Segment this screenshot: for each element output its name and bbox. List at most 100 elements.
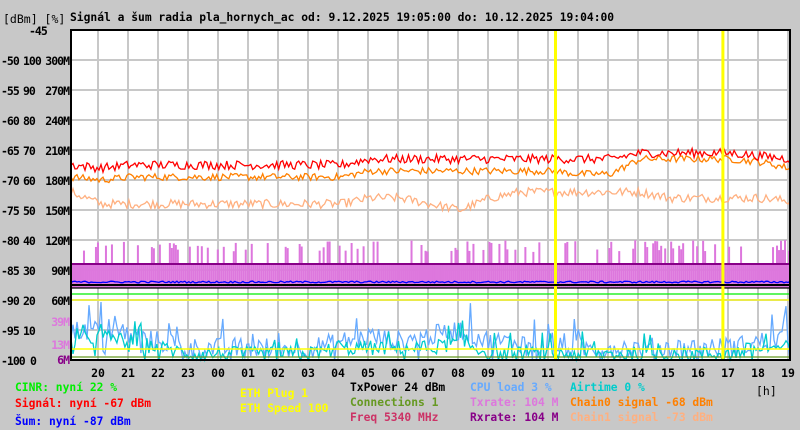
series-txrate-bar	[374, 264, 377, 288]
series-txrate-bar	[444, 264, 447, 288]
x-tick-label: 14	[631, 366, 645, 380]
series-txrate-bar	[550, 264, 553, 288]
series-txrate-bar	[534, 264, 537, 288]
series-txrate-bar	[680, 249, 683, 288]
series-txrate-bar	[118, 264, 121, 288]
series-txrate-bar	[540, 264, 543, 288]
series-txrate-bar	[116, 264, 119, 288]
series-txrate-bar	[198, 264, 201, 288]
series-txrate-bar	[430, 264, 433, 288]
series-txrate-bar	[766, 264, 769, 288]
series-txrate-bar	[716, 264, 719, 288]
series-txrate-bar	[76, 264, 79, 288]
series-txrate-bar	[406, 264, 409, 288]
series-txrate-bar	[336, 264, 339, 288]
x-tick-label: 03	[301, 366, 315, 380]
series-txrate-bar	[572, 264, 575, 288]
series-txrate-bar	[276, 264, 279, 288]
series-txrate-bar	[416, 264, 419, 288]
y-tick-rate-extra: 6M	[57, 353, 70, 367]
series-txrate-bar	[476, 264, 479, 288]
series-txrate-bar	[516, 264, 519, 288]
series-txrate-bar	[294, 264, 297, 288]
series-txrate-bar	[316, 264, 319, 288]
series-txrate-bar	[648, 264, 651, 288]
legend-rxrate: Rxrate: 104 M	[470, 411, 559, 424]
series-txrate-bar	[334, 264, 337, 288]
series-txrate-bar	[400, 264, 403, 288]
series-txrate-bar	[288, 264, 291, 288]
series-txrate-bar	[344, 250, 347, 288]
series-txrate-bar	[158, 244, 161, 288]
series-txrate-bar	[172, 243, 175, 288]
series-txrate-bar	[218, 264, 221, 288]
series-txrate-bar	[104, 245, 107, 288]
series-txrate-bar	[756, 264, 759, 288]
x-axis-label: [h]	[756, 384, 777, 398]
series-txrate-bar	[98, 264, 101, 288]
series-txrate-bar	[274, 264, 277, 288]
series-txrate-bar	[662, 264, 665, 288]
series-txrate-bar	[568, 264, 571, 288]
series-txrate-bar	[378, 264, 381, 288]
series-txrate-bar	[196, 245, 199, 288]
series-txrate-bar	[408, 264, 411, 288]
y-tick-rate: 120M	[45, 234, 70, 248]
series-txrate-bar	[772, 247, 775, 288]
y-tick-pct: 70	[23, 144, 36, 158]
series-txrate-bar	[578, 264, 581, 288]
series-txrate-bar	[482, 249, 485, 288]
series-txrate-bar	[84, 264, 87, 288]
series-txrate-bar	[310, 264, 313, 288]
series-txrate-bar	[686, 264, 689, 288]
series-txrate-bar	[138, 264, 141, 288]
series-txrate-bar	[134, 264, 137, 288]
series-txrate-bar	[468, 250, 471, 288]
series-txrate-bar	[690, 264, 693, 288]
y-tick-rate: 210M	[45, 144, 70, 158]
series-txrate-bar	[110, 244, 113, 288]
series-txrate-bar	[606, 264, 609, 288]
series-txrate-bar	[290, 264, 293, 288]
series-txrate-bar	[742, 264, 745, 288]
series-txrate-bar	[86, 264, 89, 288]
series-txrate-bar	[148, 264, 151, 288]
legend-cpu: CPU load 3 %	[470, 381, 552, 394]
series-txrate-bar	[520, 264, 523, 288]
series-txrate-bar	[570, 264, 573, 288]
series-txrate-bar	[78, 264, 81, 288]
series-txrate-bar	[678, 245, 681, 288]
series--um	[70, 280, 791, 284]
series-txrate-bar	[368, 264, 371, 288]
series-txrate-bar	[258, 264, 261, 288]
series-txrate-bar	[342, 264, 345, 288]
series-txrate-bar	[546, 264, 549, 288]
y-tick-pct: 20	[23, 294, 36, 308]
series-txrate-bar	[438, 264, 441, 288]
series-txrate-bar	[684, 264, 687, 288]
series-txrate-bar	[752, 264, 755, 288]
series-txrate-bar	[514, 249, 517, 288]
series-txrate-bar	[268, 264, 271, 288]
series-txrate-bar	[440, 264, 443, 288]
x-tick-label: 01	[241, 366, 255, 380]
legend-eth-speed: ETH Speed 100	[240, 402, 329, 415]
series-txrate-bar	[248, 264, 251, 288]
series-txrate-bar	[102, 264, 105, 288]
series-txrate-bar	[92, 264, 95, 288]
series-txrate-bar	[222, 246, 225, 288]
legend-signal: Signál: nyní -67 dBm	[15, 397, 152, 410]
series-txrate-bar	[584, 264, 587, 288]
series-txrate-bar	[424, 250, 427, 288]
series-txrate-bar	[164, 264, 167, 288]
series-txrate-bar	[354, 264, 357, 288]
series-txrate-bar	[190, 264, 193, 288]
series-txrate-bar	[724, 264, 727, 288]
series-txrate-bar	[558, 264, 561, 288]
legend-airtime: Airtime 0 %	[570, 381, 645, 394]
series-txrate-bar	[630, 264, 633, 288]
legend-chain0: Chain0 signal -68 dBm	[570, 396, 713, 409]
series-txrate-bar	[390, 264, 393, 288]
y-tick-rate: 90M	[51, 264, 70, 278]
y-tick-pct: 0	[30, 354, 37, 368]
